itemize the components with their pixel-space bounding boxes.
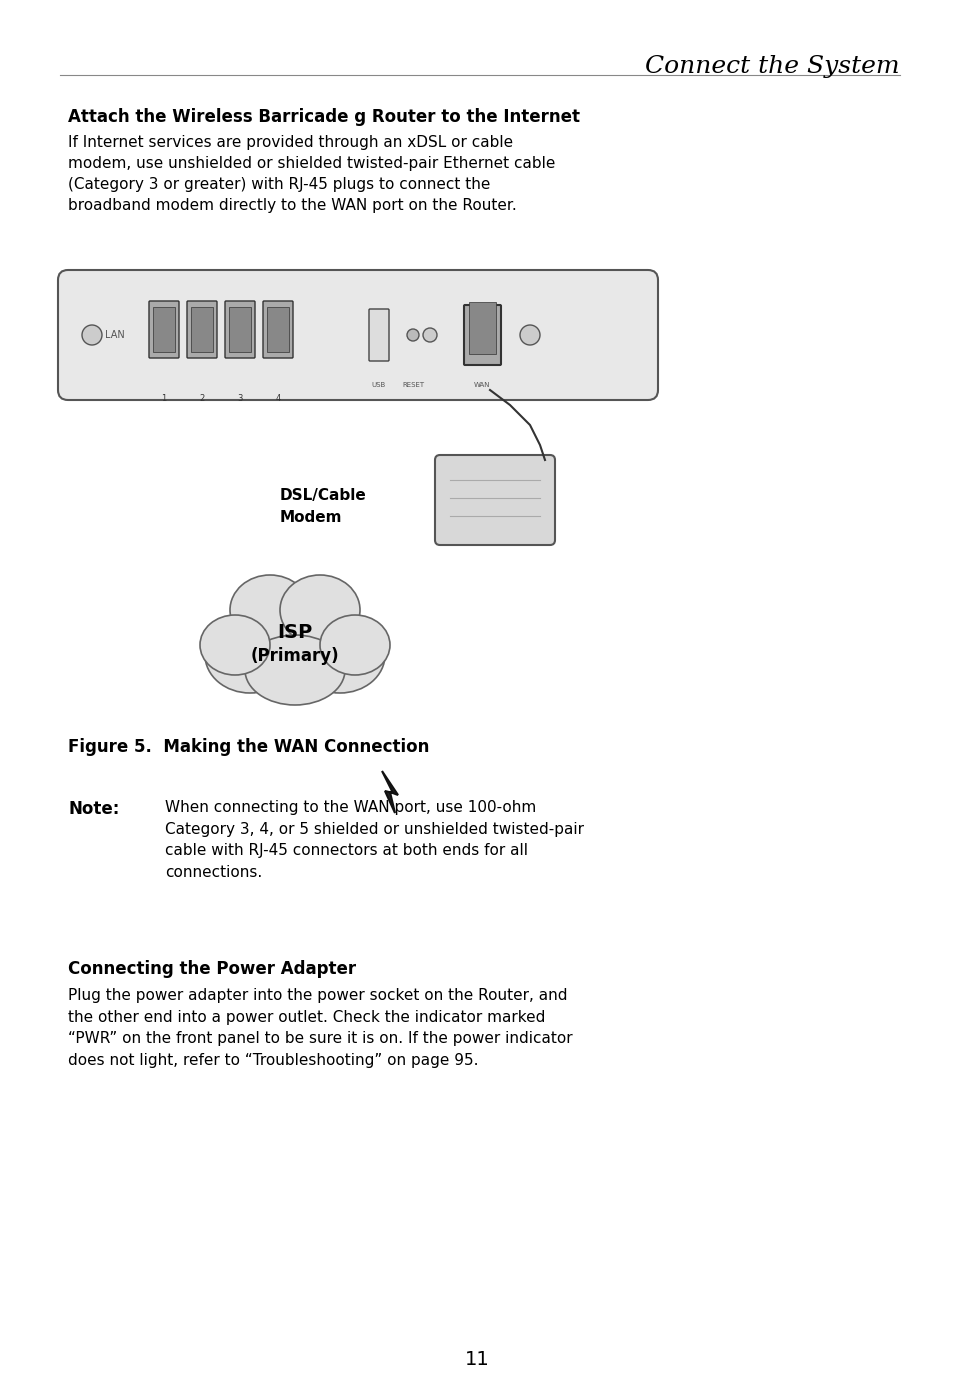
Text: ISP: ISP bbox=[277, 622, 313, 641]
Text: 4: 4 bbox=[275, 394, 280, 403]
Text: Connecting the Power Adapter: Connecting the Power Adapter bbox=[68, 960, 355, 979]
FancyBboxPatch shape bbox=[149, 301, 179, 358]
Text: 2: 2 bbox=[199, 394, 204, 403]
Text: 1: 1 bbox=[161, 394, 167, 403]
Text: Modem: Modem bbox=[280, 509, 342, 525]
Text: USB: USB bbox=[372, 382, 386, 389]
FancyBboxPatch shape bbox=[229, 307, 251, 353]
Polygon shape bbox=[381, 770, 397, 813]
FancyBboxPatch shape bbox=[263, 301, 293, 358]
Text: WAN: WAN bbox=[474, 382, 490, 389]
FancyBboxPatch shape bbox=[463, 305, 500, 365]
Text: When connecting to the WAN port, use 100-ohm
Category 3, 4, or 5 shielded or uns: When connecting to the WAN port, use 100… bbox=[165, 799, 583, 880]
Ellipse shape bbox=[319, 615, 390, 675]
Circle shape bbox=[519, 325, 539, 346]
Text: Note:: Note: bbox=[68, 799, 119, 818]
FancyBboxPatch shape bbox=[435, 455, 555, 545]
Text: If Internet services are provided through an xDSL or cable
modem, use unshielded: If Internet services are provided throug… bbox=[68, 135, 555, 212]
Text: Figure 5.  Making the WAN Connection: Figure 5. Making the WAN Connection bbox=[68, 738, 429, 756]
FancyBboxPatch shape bbox=[369, 310, 389, 361]
Text: (Primary): (Primary) bbox=[251, 647, 339, 665]
Ellipse shape bbox=[294, 618, 385, 693]
FancyBboxPatch shape bbox=[187, 301, 216, 358]
Text: RESET: RESET bbox=[401, 382, 424, 389]
FancyBboxPatch shape bbox=[191, 307, 213, 353]
Circle shape bbox=[422, 328, 436, 341]
Circle shape bbox=[407, 329, 418, 341]
Text: LAN: LAN bbox=[105, 330, 125, 340]
FancyBboxPatch shape bbox=[469, 303, 496, 354]
Text: DSL/Cable: DSL/Cable bbox=[280, 489, 366, 502]
Ellipse shape bbox=[280, 575, 359, 645]
Text: Plug the power adapter into the power socket on the Router, and
the other end in: Plug the power adapter into the power so… bbox=[68, 988, 572, 1067]
Text: Attach the Wireless Barricade g Router to the Internet: Attach the Wireless Barricade g Router t… bbox=[68, 108, 579, 126]
Ellipse shape bbox=[245, 634, 345, 705]
Ellipse shape bbox=[230, 575, 310, 645]
FancyBboxPatch shape bbox=[58, 271, 658, 400]
Text: 3: 3 bbox=[237, 394, 242, 403]
FancyBboxPatch shape bbox=[152, 307, 174, 353]
Ellipse shape bbox=[200, 615, 270, 675]
FancyBboxPatch shape bbox=[267, 307, 289, 353]
Circle shape bbox=[82, 325, 102, 346]
Text: 11: 11 bbox=[464, 1351, 489, 1369]
Text: Connect the System: Connect the System bbox=[644, 56, 899, 78]
FancyBboxPatch shape bbox=[225, 301, 254, 358]
Ellipse shape bbox=[205, 618, 294, 693]
Ellipse shape bbox=[230, 584, 359, 695]
